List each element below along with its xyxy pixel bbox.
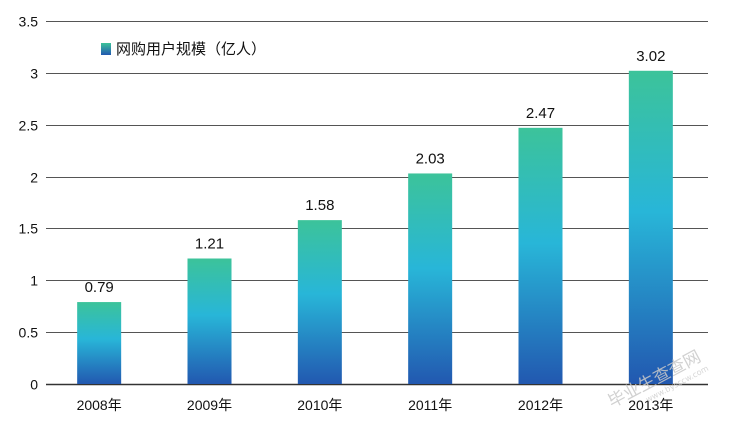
- data-label: 1.58: [305, 197, 334, 214]
- data-label: 2.47: [526, 105, 555, 122]
- data-label: 3.02: [636, 48, 665, 65]
- x-tick-label: 2013年: [628, 397, 673, 413]
- data-labels: 0.79 1.21 1.58 2.03 2.47 3.02: [85, 48, 666, 296]
- bar: [518, 127, 563, 384]
- bar: [408, 173, 453, 384]
- x-tick-label: 2012年: [518, 397, 563, 413]
- data-label: 0.79: [85, 279, 114, 296]
- legend-swatch: [101, 43, 111, 55]
- y-tick-label: 1: [30, 273, 38, 289]
- data-label: 2.03: [416, 150, 445, 167]
- y-tick-label: 2: [30, 170, 38, 186]
- y-tick-label: 3: [30, 66, 38, 82]
- bars: [77, 70, 673, 384]
- y-tick-label: 3.5: [19, 14, 39, 30]
- x-axis-ticks: 2008年 2009年 2010年 2011年 2012年 2013年: [77, 397, 674, 413]
- y-tick-label: 0.5: [19, 325, 39, 341]
- gridlines: [46, 21, 708, 386]
- legend: 网购用户规模（亿人）: [101, 40, 266, 58]
- x-tick-label: 2009年: [187, 397, 232, 413]
- data-label: 1.21: [195, 236, 224, 253]
- y-tick-label: 0: [30, 377, 38, 393]
- x-tick-label: 2010年: [297, 397, 342, 413]
- legend-label: 网购用户规模（亿人）: [116, 40, 266, 58]
- bar: [187, 258, 232, 384]
- bar: [628, 70, 673, 384]
- y-axis-ticks: 0 0.5 1 1.5 2 2.5 3 3.5: [19, 14, 39, 393]
- bar: [77, 302, 122, 384]
- x-tick-label: 2008年: [77, 397, 122, 413]
- bar: [297, 220, 342, 384]
- y-tick-label: 1.5: [19, 221, 39, 237]
- y-tick-label: 2.5: [19, 118, 39, 134]
- x-tick-label: 2011年: [408, 397, 452, 413]
